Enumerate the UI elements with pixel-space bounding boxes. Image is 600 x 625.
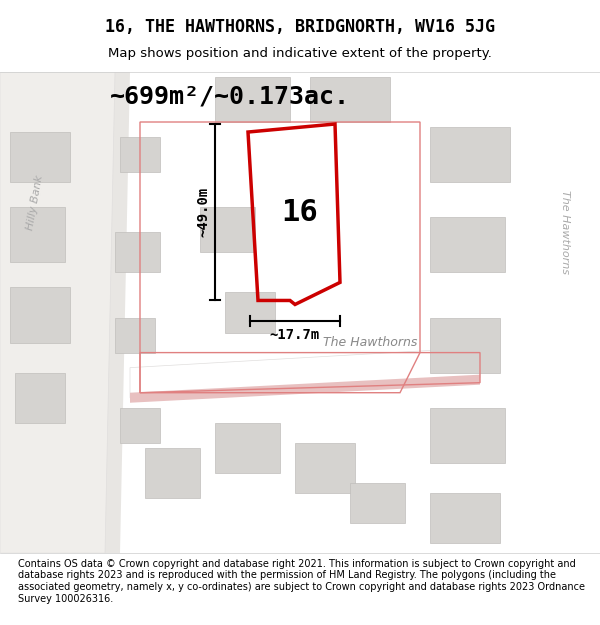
Polygon shape <box>130 348 480 398</box>
Bar <box>295 443 355 493</box>
Bar <box>430 493 500 543</box>
Bar <box>10 208 65 262</box>
Bar <box>350 483 405 523</box>
Bar <box>430 408 505 463</box>
Text: Hilly Bank: Hilly Bank <box>25 174 45 231</box>
Bar <box>310 77 390 122</box>
Bar <box>10 132 70 182</box>
Text: ~699m²/~0.173ac.: ~699m²/~0.173ac. <box>110 85 350 109</box>
Bar <box>215 422 280 473</box>
Polygon shape <box>0 72 130 553</box>
Bar <box>200 208 255 252</box>
Text: 16, THE HAWTHORNS, BRIDGNORTH, WV16 5JG: 16, THE HAWTHORNS, BRIDGNORTH, WV16 5JG <box>105 18 495 36</box>
Text: The Hawthorns: The Hawthorns <box>560 190 570 274</box>
Text: Contains OS data © Crown copyright and database right 2021. This information is : Contains OS data © Crown copyright and d… <box>18 559 585 604</box>
Bar <box>115 318 155 352</box>
Bar <box>10 288 70 342</box>
Text: ~17.7m: ~17.7m <box>270 328 320 341</box>
Text: The Hawthorns: The Hawthorns <box>323 336 417 349</box>
Text: 16: 16 <box>281 198 319 227</box>
Text: Map shows position and indicative extent of the property.: Map shows position and indicative extent… <box>108 47 492 60</box>
Bar <box>225 292 275 332</box>
Bar <box>120 408 160 443</box>
Bar <box>15 372 65 423</box>
Bar <box>430 318 500 372</box>
Text: ~49.0m: ~49.0m <box>196 187 210 238</box>
Polygon shape <box>0 72 115 553</box>
Bar <box>145 448 200 498</box>
Bar <box>115 232 160 272</box>
Bar <box>430 217 505 272</box>
Bar <box>120 137 160 172</box>
Bar <box>430 127 510 182</box>
Polygon shape <box>130 374 480 402</box>
Bar <box>215 77 290 122</box>
